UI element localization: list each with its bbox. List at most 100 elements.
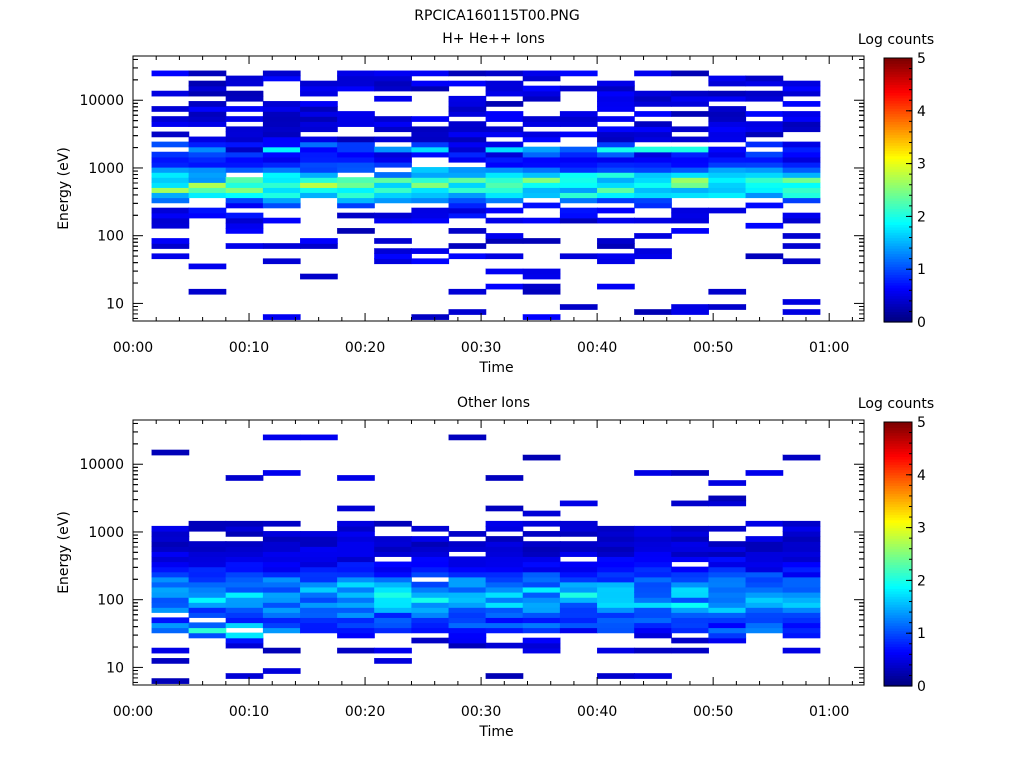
heatmap-cell — [745, 586, 784, 593]
heatmap-cell — [634, 197, 672, 204]
heatmap-cell — [708, 116, 747, 122]
heatmap-cell — [262, 202, 301, 209]
heatmap-cell — [782, 581, 821, 588]
colorbar-step — [884, 274, 912, 278]
heatmap-cell — [337, 546, 375, 553]
heatmap-cell — [782, 182, 821, 188]
colorbar-step — [884, 422, 912, 426]
heatmap-cell — [485, 597, 524, 603]
heatmap-cell — [225, 551, 264, 558]
heatmap-cell — [671, 470, 710, 476]
heatmap-cell — [634, 581, 672, 588]
heatmap-cell — [596, 591, 635, 598]
heatmap-cell — [374, 182, 412, 188]
heatmap-cell — [634, 612, 672, 619]
heatmap-cell — [188, 172, 227, 178]
heatmap-cell — [188, 111, 227, 117]
heatmap-cell — [374, 197, 412, 204]
heatmap-cell — [708, 90, 747, 97]
colorbar-step — [884, 314, 912, 318]
colorbar-step — [884, 672, 912, 677]
heatmap-cell — [337, 192, 375, 199]
heatmap-cell — [262, 668, 301, 674]
heatmap-cell — [151, 177, 190, 183]
heatmap-cell — [671, 637, 710, 644]
heatmap-cell — [411, 80, 450, 87]
heatmap-cell — [559, 571, 598, 578]
heatmap-cell — [374, 121, 412, 128]
colorbar-step — [884, 612, 912, 616]
heatmap-cell — [596, 95, 635, 102]
heatmap-cell — [225, 243, 264, 249]
heatmap-cell — [559, 566, 598, 573]
panel-title: Other Ions — [457, 395, 530, 411]
heatmap-cell — [225, 520, 264, 527]
heatmap-cell — [448, 151, 487, 158]
heatmap-cell — [151, 222, 190, 229]
heatmap-cell — [188, 167, 227, 173]
colorbar-step — [884, 292, 912, 297]
heatmap-cell — [522, 454, 561, 461]
colorbar-step — [884, 266, 912, 270]
heatmap-cell — [522, 273, 561, 280]
x-tick-label: 01:00 — [809, 340, 849, 356]
heatmap-cell — [151, 121, 190, 128]
heatmap-cell — [596, 627, 635, 634]
heatmap-cell — [188, 581, 227, 588]
colorbar-step — [884, 211, 912, 215]
heatmap-cell — [708, 207, 747, 214]
panel-title: H+ He++ Ions — [442, 31, 545, 47]
heatmap-cell — [745, 192, 784, 199]
heatmap-cell — [782, 602, 821, 608]
x-tick-label: 00:00 — [113, 340, 153, 356]
heatmap-cell — [708, 288, 747, 295]
panel-h-he-ions: H+ He++ Ions 00:00 00:10 00:20 00:30 00:40 00:… — [56, 31, 934, 376]
heatmap-cell — [188, 192, 227, 199]
colorbar-step — [884, 248, 912, 252]
heatmap-cell — [634, 248, 672, 254]
heatmap-cell — [745, 536, 784, 542]
heatmap-cell — [634, 602, 672, 608]
heatmap-cell — [559, 576, 598, 583]
colorbar-step — [884, 269, 912, 273]
heatmap-cell — [300, 106, 338, 112]
colorbar-step — [884, 659, 912, 663]
heatmap-cell — [745, 182, 784, 188]
heatmap-cell — [596, 581, 635, 588]
heatmap-cell — [448, 131, 487, 138]
heatmap-cell — [225, 202, 264, 209]
heatmap-cell — [188, 212, 227, 219]
colorbar-step — [884, 203, 912, 207]
colorbar-step — [884, 256, 912, 260]
heatmap-cell — [634, 597, 672, 603]
heatmap-cell — [634, 70, 672, 77]
heatmap-cell — [448, 434, 487, 441]
colorbar-tick-label: 3 — [917, 521, 926, 537]
heatmap-cell — [522, 146, 561, 153]
heatmap-cell — [374, 597, 412, 603]
heatmap-cell — [634, 253, 672, 260]
colorbar-step — [884, 577, 912, 581]
heatmap-cell — [448, 642, 487, 649]
colorbar-step — [884, 664, 912, 669]
colorbar-step — [884, 76, 912, 80]
colorbar-step — [884, 527, 912, 531]
heatmap-cell — [151, 156, 190, 163]
heatmap-cell — [782, 217, 821, 224]
heatmap-cell — [374, 253, 412, 260]
heatmap-cell — [485, 182, 524, 188]
heatmap-cell — [374, 70, 412, 77]
colorbar-step — [884, 601, 912, 605]
heatmap-cell — [374, 586, 412, 593]
x-tick-label: 01:00 — [809, 704, 849, 720]
heatmap-cell — [671, 500, 710, 507]
heatmap-cell — [559, 116, 598, 122]
colorbar-step — [884, 147, 912, 151]
heatmap-cell — [300, 161, 338, 168]
heatmap-cell — [522, 541, 561, 547]
heatmap-cell — [671, 647, 710, 654]
heatmap-cell — [448, 95, 487, 102]
heatmap-cell — [225, 607, 264, 613]
heatmap-cell — [782, 551, 821, 558]
heatmap-cell — [634, 156, 672, 163]
